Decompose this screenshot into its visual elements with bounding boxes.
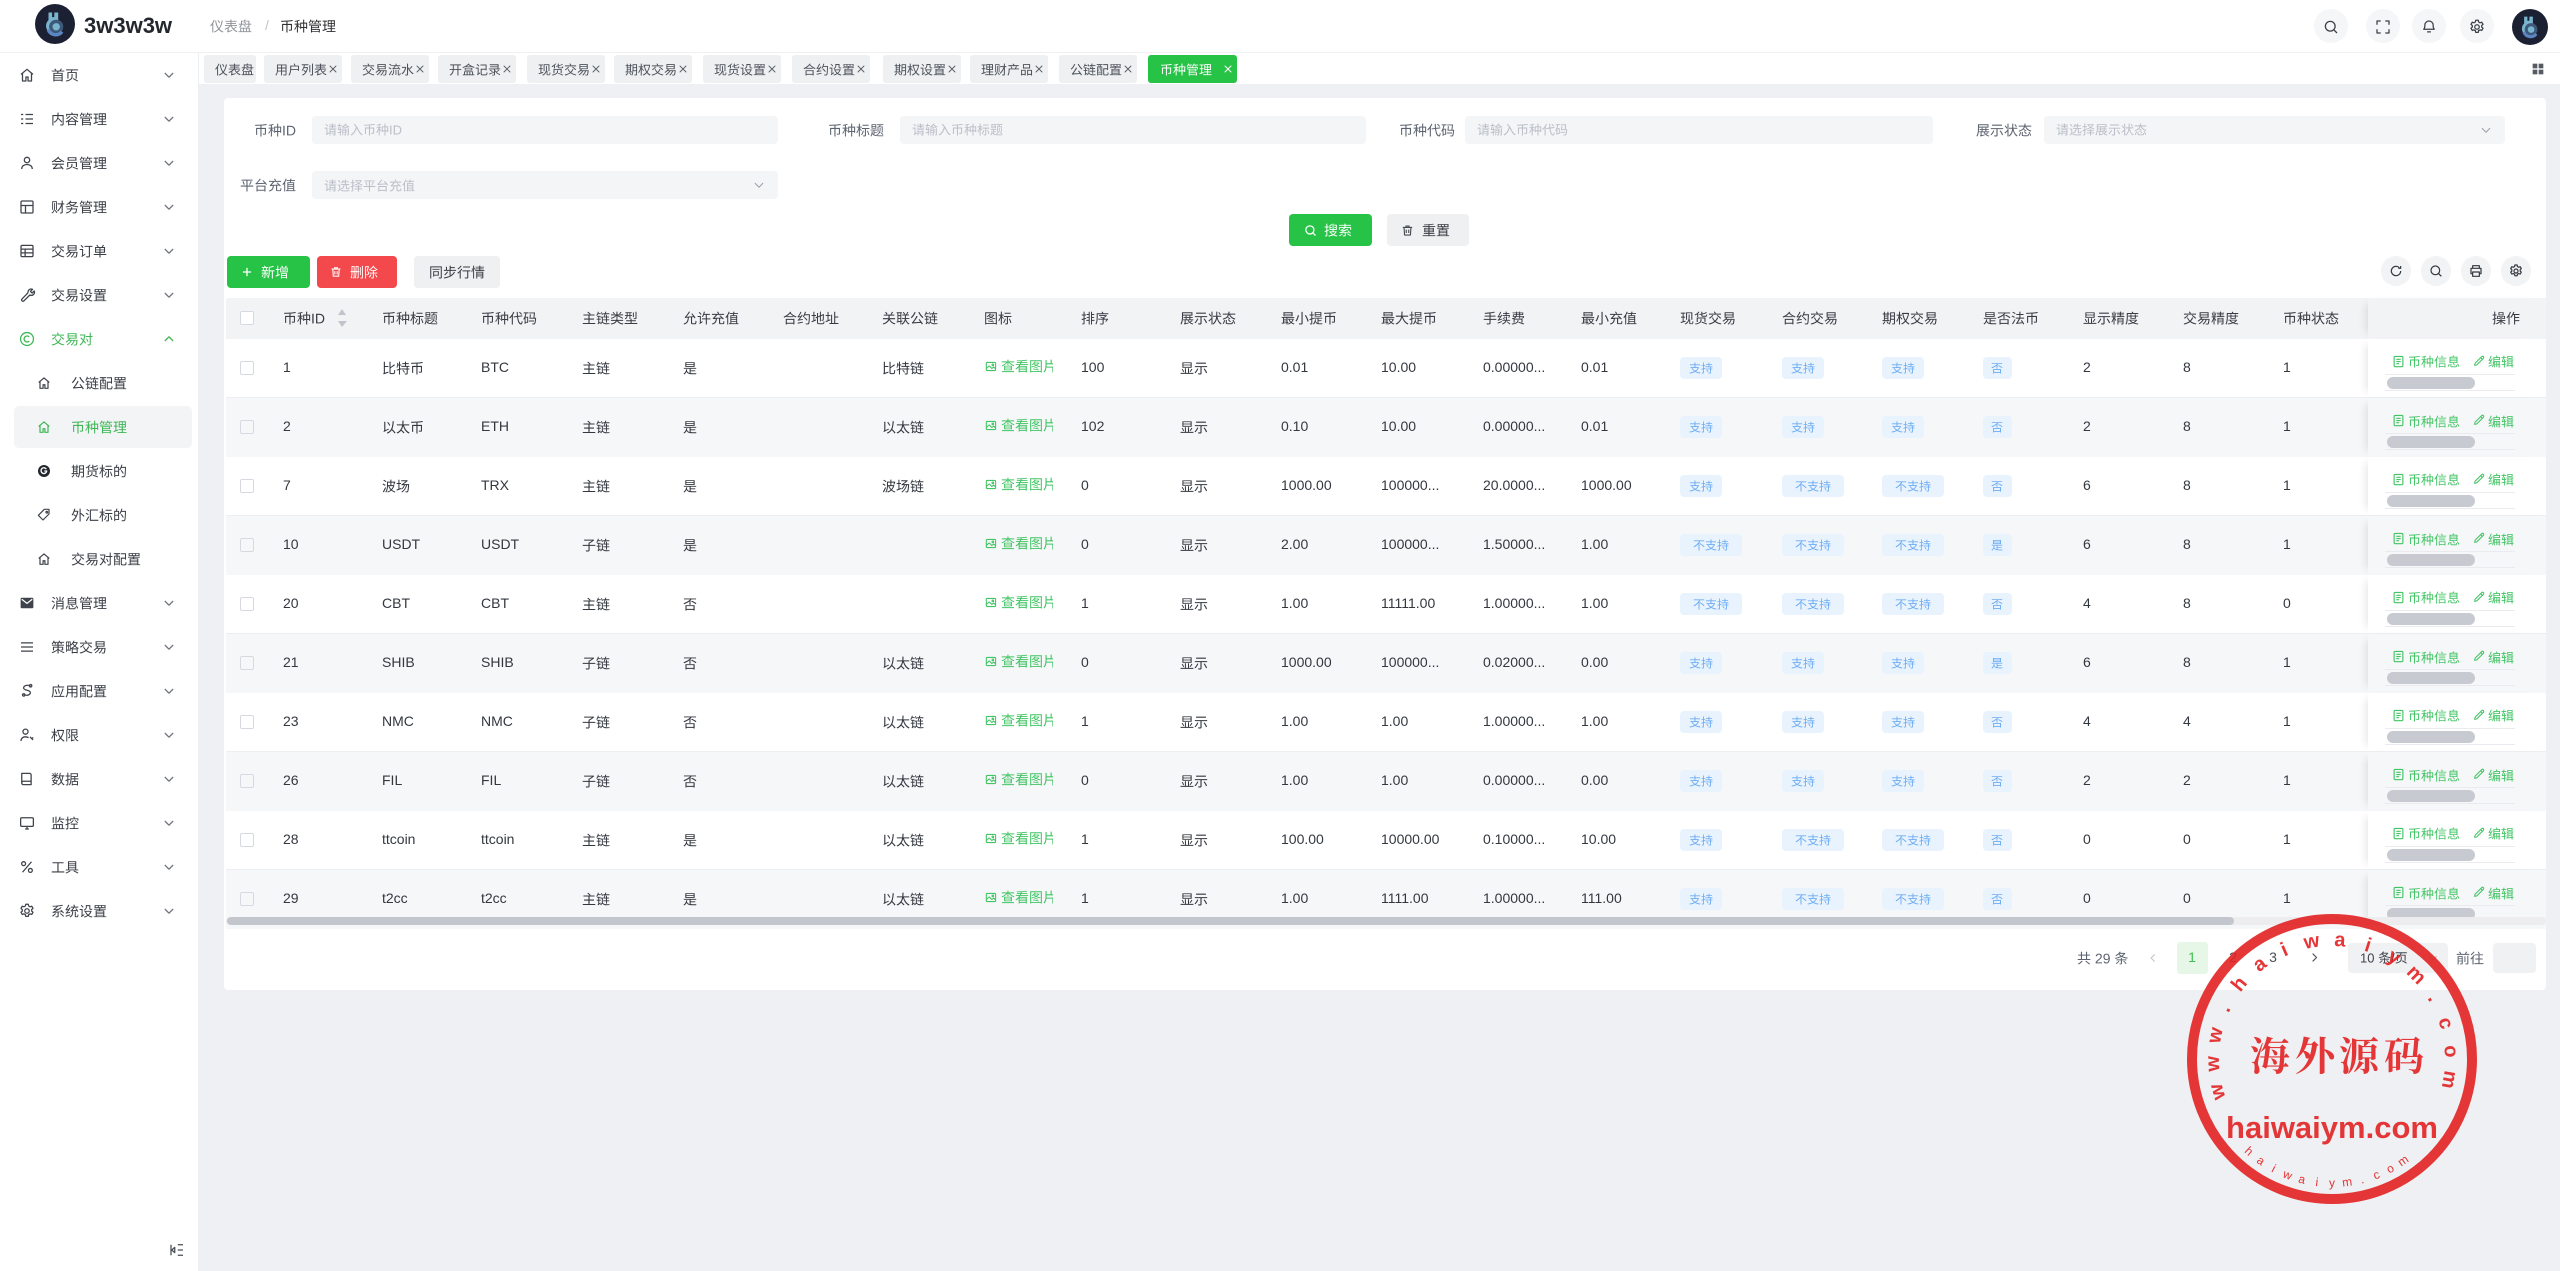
svg-text:.: . xyxy=(2359,1172,2366,1186)
svg-text:y: y xyxy=(2383,945,2405,970)
svg-text:a: a xyxy=(2254,1153,2268,1168)
svg-text:i: i xyxy=(2277,939,2291,961)
svg-text:a: a xyxy=(2249,952,2272,977)
svg-text:y: y xyxy=(2329,1176,2335,1190)
svg-text:a: a xyxy=(2334,929,2347,952)
svg-text:m: m xyxy=(2341,1175,2353,1190)
svg-text:m: m xyxy=(2437,1069,2462,1090)
svg-text:m: m xyxy=(2402,961,2430,989)
svg-text:i: i xyxy=(2269,1162,2278,1176)
svg-text:w: w xyxy=(2205,1081,2231,1103)
svg-text:h: h xyxy=(2227,973,2252,996)
svg-text:c: c xyxy=(2371,1167,2382,1182)
svg-text:o: o xyxy=(2384,1161,2397,1177)
svg-text:.: . xyxy=(2423,989,2445,1005)
svg-text:haiwaiym.com: haiwaiym.com xyxy=(2226,1110,2438,1145)
svg-text:.: . xyxy=(2213,1001,2235,1015)
svg-text:a: a xyxy=(2297,1172,2307,1187)
svg-text:w: w xyxy=(2301,930,2322,955)
svg-text:o: o xyxy=(2439,1044,2462,1058)
svg-text:m: m xyxy=(2395,1152,2411,1169)
svg-text:w: w xyxy=(2280,1166,2294,1183)
svg-text:c: c xyxy=(2433,1015,2457,1032)
svg-text:w: w xyxy=(2202,1055,2225,1073)
svg-text:h: h xyxy=(2242,1144,2256,1159)
svg-text:w: w xyxy=(2203,1025,2228,1046)
svg-text:i: i xyxy=(2362,934,2374,957)
svg-text:i: i xyxy=(2315,1175,2319,1189)
